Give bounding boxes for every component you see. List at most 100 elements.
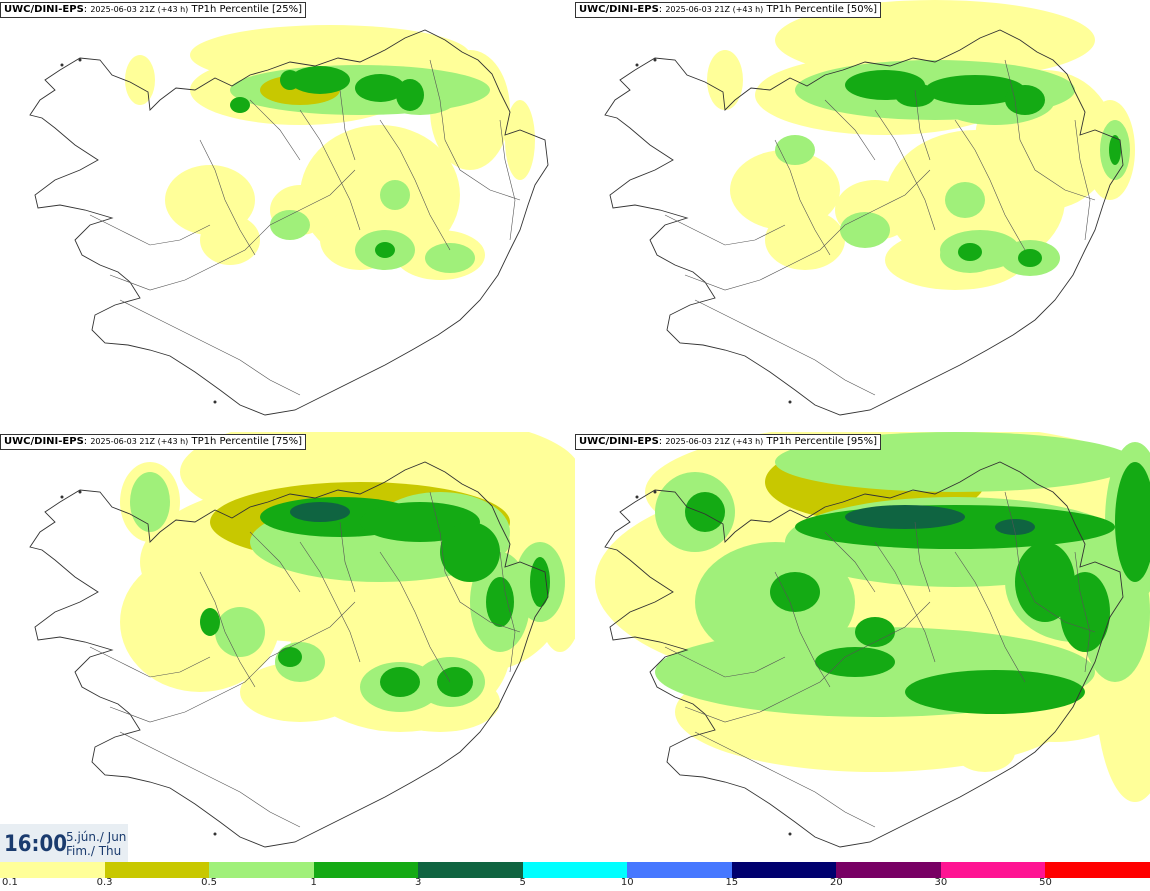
colorbar-swatch xyxy=(627,862,732,878)
precip-contour xyxy=(530,557,550,607)
precip-contour xyxy=(905,670,1085,714)
road-line xyxy=(249,99,301,161)
road-line xyxy=(874,109,936,231)
road-line xyxy=(119,731,301,828)
precip-contour xyxy=(380,667,420,697)
precip-contour xyxy=(1115,462,1150,582)
road-line xyxy=(1004,59,1096,201)
precip-contour xyxy=(1109,135,1121,165)
precip-map xyxy=(29,432,575,848)
run-time: 2025-06-03 21Z (+43 h) xyxy=(90,437,189,446)
colorbar-tick-label: 50 xyxy=(1039,877,1052,888)
colorbar-tick-label: 30 xyxy=(934,877,948,888)
colorbar-tick-label: 3 xyxy=(414,877,422,888)
precip-contour xyxy=(278,647,302,667)
model-source: UWC/DINI-EPS xyxy=(579,436,659,447)
valid-date: 5.jún./ Jun Fim./ Thu xyxy=(66,830,126,858)
precip-map xyxy=(595,432,1150,848)
colorbar-swatch xyxy=(313,862,419,878)
precip-contour xyxy=(230,97,250,113)
precip-contour xyxy=(770,572,820,612)
precip-contour xyxy=(380,180,410,210)
precip-contour xyxy=(840,212,890,248)
map-panel-p25: UWC/DINI-EPS: 2025-06-03 21Z (+43 h) TP1… xyxy=(0,0,575,430)
precip-contour xyxy=(685,492,725,532)
island xyxy=(635,495,639,499)
road-line xyxy=(199,571,256,688)
colorbar-swatch xyxy=(731,862,837,878)
colorbar-tick-label: 1 xyxy=(310,877,317,888)
road-line xyxy=(1074,119,1091,241)
precip-contour xyxy=(290,502,350,522)
precip-field xyxy=(707,0,1135,290)
precip-field xyxy=(120,432,575,732)
island xyxy=(78,58,82,62)
model-source: UWC/DINI-EPS xyxy=(4,4,84,15)
road-line xyxy=(954,119,1026,251)
precip-contour xyxy=(240,662,360,722)
panel-title: UWC/DINI-EPS: 2025-06-03 21Z (+43 h) TP1… xyxy=(575,434,882,450)
run-time: 2025-06-03 21Z (+43 h) xyxy=(665,5,764,14)
colorbar-swatch xyxy=(522,862,628,878)
field-name: TP1h Percentile [95%] xyxy=(766,436,878,447)
road-line xyxy=(89,214,211,246)
road-line xyxy=(339,89,356,161)
coastline xyxy=(604,461,1124,848)
panel-title: UWC/DINI-EPS: 2025-06-03 21Z (+43 h) TP1… xyxy=(575,2,882,18)
panel-title: UWC/DINI-EPS: 2025-06-03 21Z (+43 h) TP1… xyxy=(0,2,307,18)
colorbar-swatch xyxy=(1045,862,1150,878)
precip-contour xyxy=(290,66,350,94)
road-line xyxy=(664,646,786,678)
road-line xyxy=(1074,551,1091,673)
island xyxy=(653,58,657,62)
road-line xyxy=(339,521,356,593)
road-line xyxy=(694,299,876,396)
field-name: TP1h Percentile [25%] xyxy=(191,4,303,15)
valid-date-line2: Fim./ Thu xyxy=(66,844,122,858)
precip-contour xyxy=(215,607,265,657)
colorbar-swatch xyxy=(0,862,105,878)
field-name: TP1h Percentile [75%] xyxy=(191,436,303,447)
island xyxy=(635,63,639,67)
precip-contour xyxy=(130,472,170,532)
road-line xyxy=(874,541,936,663)
colorbar-tick-label: 5 xyxy=(519,877,526,888)
road-line xyxy=(499,551,516,673)
precip-contour xyxy=(765,210,845,270)
precip-contour xyxy=(125,55,155,105)
road-line xyxy=(249,531,301,593)
colorbar-tick-label: 15 xyxy=(725,877,739,888)
road-line xyxy=(199,139,256,256)
precip-contour xyxy=(955,732,1015,772)
road-line xyxy=(499,119,516,241)
road-line xyxy=(429,59,521,201)
panel-title: UWC/DINI-EPS: 2025-06-03 21Z (+43 h) TP1… xyxy=(0,434,307,450)
island xyxy=(60,63,64,67)
precip-contour xyxy=(1005,85,1045,115)
road-line xyxy=(684,169,931,291)
island xyxy=(78,490,82,494)
road-line xyxy=(774,139,831,256)
road-line xyxy=(1004,491,1096,633)
island xyxy=(788,832,792,836)
map-panel-p75: UWC/DINI-EPS: 2025-06-03 21Z (+43 h) TP1… xyxy=(0,432,575,862)
coastline xyxy=(29,29,549,416)
model-source: UWC/DINI-EPS xyxy=(579,4,659,15)
run-time: 2025-06-03 21Z (+43 h) xyxy=(665,437,764,446)
colorbar-tick-label: 0.3 xyxy=(96,877,113,888)
precip-contour xyxy=(440,522,500,582)
road-line xyxy=(299,109,361,231)
valid-date-line1: 5.jún./ Jun xyxy=(66,830,127,844)
road-line xyxy=(684,601,931,723)
colorbar-swatch xyxy=(418,862,523,878)
road-line xyxy=(774,571,831,688)
road-line xyxy=(824,531,876,593)
precip-contour xyxy=(375,242,395,258)
precip-map xyxy=(604,0,1135,416)
precip-contour xyxy=(437,667,473,697)
precip-contour xyxy=(1015,542,1075,622)
colorbar-swatch xyxy=(940,862,1046,878)
road-line xyxy=(119,299,301,396)
model-source: UWC/DINI-EPS xyxy=(4,436,84,447)
road-line xyxy=(429,491,521,633)
